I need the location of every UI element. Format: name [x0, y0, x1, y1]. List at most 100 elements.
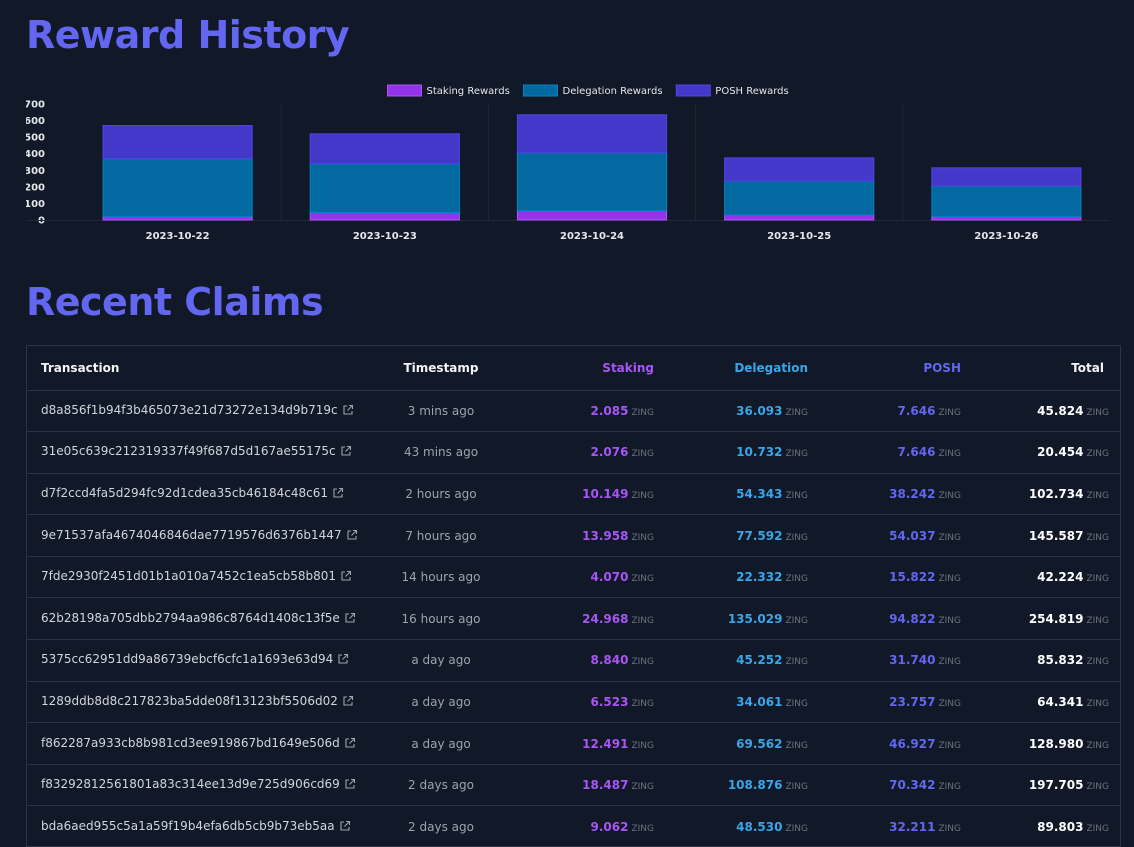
- external-link-icon[interactable]: [332, 487, 344, 502]
- cell-posh: 32.211 ZING: [808, 806, 961, 846]
- unit-label: ZING: [938, 574, 961, 585]
- cell-timestamp: 3 mins ago: [407, 403, 475, 418]
- external-link-icon[interactable]: [344, 778, 356, 793]
- bar-posh-rewards: [102, 125, 253, 160]
- transaction-link[interactable]: 9e71537afa4674046846dae7719576d6376b1447: [41, 527, 342, 542]
- posh-amount: 46.927: [889, 736, 936, 751]
- unit-label: ZING: [1086, 490, 1109, 501]
- cell-transaction: 62b28198a705dbb2794aa986c8764d1408c13f5e: [27, 598, 381, 640]
- staking-amount: 18.487: [582, 778, 629, 793]
- unit-label: ZING: [1086, 532, 1109, 543]
- staking-amount: 13.958: [582, 528, 629, 543]
- external-link-icon[interactable]: [342, 404, 354, 419]
- cell-transaction: 7fde2930f2451d01b1a010a7452c1ea5cb58b801: [27, 556, 381, 598]
- total-amount: 145.587: [1028, 528, 1084, 543]
- cell-transaction: bda6aed955c5a1a59f19b4efa6db5cb9b73eb5aa: [27, 806, 381, 846]
- unit-label: ZING: [785, 657, 808, 668]
- external-link-icon[interactable]: [344, 737, 356, 752]
- unit-label: ZING: [938, 657, 961, 668]
- unit-label: ZING: [785, 823, 808, 834]
- unit-label: ZING: [785, 615, 808, 626]
- cell-transaction: 31e05c639c212319337f49f687d5d167ae55175c: [27, 432, 381, 474]
- cell-posh: 70.342 ZING: [808, 764, 961, 806]
- posh-amount: 54.037: [889, 528, 936, 543]
- external-link-icon[interactable]: [342, 695, 354, 710]
- header-staking: Staking: [602, 360, 654, 375]
- unit-label: ZING: [1086, 449, 1109, 460]
- cell-total: 128.980 ZING: [961, 723, 1120, 765]
- delegation-amount: 10.732: [736, 445, 783, 460]
- unit-label: ZING: [938, 532, 961, 543]
- external-link-icon[interactable]: [337, 653, 349, 668]
- staking-amount: 10.149: [582, 486, 629, 501]
- total-amount: 197.705: [1028, 778, 1084, 793]
- posh-amount: 7.646: [897, 403, 936, 418]
- external-link-icon[interactable]: [344, 612, 356, 627]
- bar-posh-rewards: [309, 133, 460, 165]
- bar-delegation-rewards: [724, 180, 875, 216]
- cell-transaction: f862287a933cb8b981cd3ee919867bd1649e506d: [27, 723, 381, 765]
- external-link-icon[interactable]: [346, 529, 358, 544]
- transaction-link[interactable]: 62b28198a705dbb2794aa986c8764d1408c13f5e: [41, 610, 340, 625]
- cell-posh: 46.927 ZING: [808, 723, 961, 765]
- cell-staking: 9.062 ZING: [501, 806, 655, 846]
- cell-total: 85.832 ZING: [961, 640, 1120, 682]
- unit-label: ZING: [631, 740, 654, 751]
- legend-swatch: [523, 84, 558, 97]
- total-amount: 102.734: [1028, 486, 1084, 501]
- y-tick-label: 500: [26, 133, 45, 144]
- table-row: 31e05c639c212319337f49f687d5d167ae55175c…: [27, 431, 1120, 474]
- cell-total: 45.824 ZING: [961, 390, 1120, 432]
- cell-delegation: 54.343 ZING: [654, 473, 808, 515]
- transaction-link[interactable]: f862287a933cb8b981cd3ee919867bd1649e506d: [41, 735, 340, 750]
- cell-delegation: 10.732 ZING: [654, 432, 808, 474]
- unit-label: ZING: [631, 615, 654, 626]
- cell-staking: 2.076 ZING: [501, 432, 655, 474]
- transaction-link[interactable]: 1289ddb8d8c217823ba5dde08f13123bf5506d02: [41, 693, 338, 708]
- unit-label: ZING: [785, 490, 808, 501]
- cell-total: 64.341 ZING: [961, 681, 1120, 723]
- transaction-link[interactable]: 5375cc62951dd9a86739ebcf6cfc1a1693e63d94: [41, 652, 334, 667]
- bar-posh-rewards: [724, 157, 875, 182]
- transaction-link[interactable]: bda6aed955c5a1a59f19b4efa6db5cb9b73eb5aa: [41, 818, 335, 833]
- y-tick-label: 400: [26, 149, 45, 160]
- staking-amount: 4.070: [590, 570, 629, 585]
- transaction-link[interactable]: d7f2ccd4fa5d294fc92d1cdea35cb46184c48c61: [41, 485, 328, 500]
- transaction-link[interactable]: 7fde2930f2451d01b1a010a7452c1ea5cb58b801: [41, 569, 337, 584]
- chart-canvas: 01002003004005006007002023-10-222023-10-…: [26, 84, 1110, 242]
- cell-transaction: d7f2ccd4fa5d294fc92d1cdea35cb46184c48c61: [27, 473, 381, 515]
- posh-amount: 7.646: [897, 445, 936, 460]
- table-row: d7f2ccd4fa5d294fc92d1cdea35cb46184c48c61…: [27, 473, 1120, 515]
- external-link-icon[interactable]: [340, 570, 352, 585]
- cell-delegation: 77.592 ZING: [654, 515, 808, 557]
- table-row: 1289ddb8d8c217823ba5dde08f13123bf5506d02…: [27, 681, 1120, 723]
- x-tick-label: 2023-10-24: [560, 231, 624, 242]
- cell-timestamp: 14 hours ago: [401, 570, 481, 585]
- cell-timestamp: 2 hours ago: [405, 486, 477, 501]
- bar-delegation-rewards: [309, 163, 460, 214]
- recent-claims-title: Recent Claims: [26, 280, 324, 324]
- external-link-icon[interactable]: [339, 820, 351, 835]
- y-tick-label: 100: [26, 199, 45, 210]
- unit-label: ZING: [938, 490, 961, 501]
- x-tick-label: 2023-10-23: [353, 231, 417, 242]
- delegation-amount: 36.093: [736, 403, 783, 418]
- header-timestamp: Timestamp: [403, 360, 479, 375]
- cell-posh: 94.822 ZING: [808, 598, 961, 640]
- delegation-amount: 69.562: [736, 736, 783, 751]
- header-posh: POSH: [923, 360, 961, 375]
- cell-staking: 10.149 ZING: [501, 473, 654, 515]
- cell-staking: 13.958 ZING: [501, 515, 654, 557]
- transaction-link[interactable]: d8a856f1b94f3b465073e21d73272e134d9b719c: [41, 402, 338, 417]
- staking-amount: 12.491: [582, 736, 629, 751]
- cell-total: 42.224 ZING: [961, 556, 1120, 598]
- external-link-icon[interactable]: [340, 445, 352, 460]
- bar-staking-rewards: [724, 214, 875, 221]
- unit-label: ZING: [938, 823, 961, 834]
- transaction-link[interactable]: f83292812561801a83c314ee13d9e725d906cd69: [41, 777, 340, 792]
- cell-posh: 31.740 ZING: [808, 640, 961, 682]
- header-total: Total: [1071, 360, 1104, 375]
- transaction-link[interactable]: 31e05c639c212319337f49f687d5d167ae55175c: [41, 444, 336, 459]
- x-tick-label: 2023-10-26: [974, 231, 1038, 242]
- posh-amount: 31.740: [889, 653, 936, 668]
